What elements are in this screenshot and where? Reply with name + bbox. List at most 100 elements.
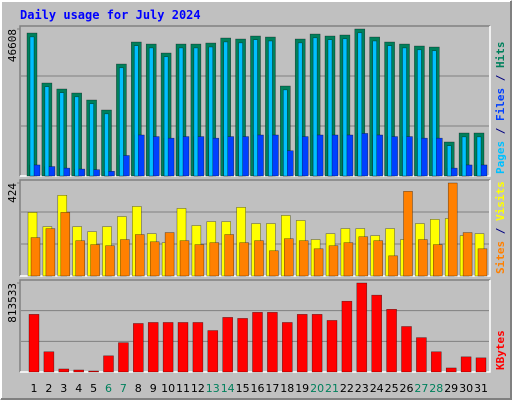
x-tick-label: 16 <box>251 382 265 395</box>
bar <box>298 240 309 277</box>
bar <box>134 45 139 177</box>
bar <box>401 326 412 373</box>
chart-title: Daily usage for July 2024 <box>20 8 201 22</box>
y-tick-label: 424 <box>6 183 19 203</box>
bar <box>371 294 382 373</box>
panel-bevel-dark <box>19 279 490 372</box>
legend-entry: Pages <box>494 141 507 174</box>
bar <box>372 40 377 177</box>
bar <box>43 351 55 373</box>
bar <box>253 39 258 177</box>
bar <box>104 113 109 177</box>
bar <box>133 323 144 373</box>
x-tick-label: 3 <box>60 382 67 395</box>
x-tick-label: 25 <box>385 382 399 395</box>
bar <box>357 32 363 177</box>
x-tick-label: 10 <box>161 382 175 395</box>
bar <box>28 314 40 373</box>
x-tick-label: 6 <box>105 382 112 395</box>
bar <box>342 38 348 177</box>
x-tick-label: 8 <box>135 382 142 395</box>
bar <box>447 182 458 277</box>
x-tick-label: 29 <box>444 382 458 395</box>
bar <box>445 367 457 373</box>
bar <box>402 47 407 177</box>
x-tick-label: 4 <box>75 382 82 395</box>
bar <box>60 212 71 277</box>
bar <box>328 245 339 277</box>
x-tick-label: 11 <box>176 382 190 395</box>
bar <box>418 239 428 277</box>
x-tick-label: 30 <box>459 382 473 395</box>
x-tick-label: 19 <box>295 382 309 395</box>
bar <box>44 86 50 177</box>
bar <box>89 103 94 177</box>
bar <box>252 312 263 373</box>
bar <box>147 322 159 373</box>
bar <box>73 369 84 373</box>
bar <box>386 309 397 373</box>
bar <box>388 255 398 277</box>
x-tick-label: 15 <box>236 382 250 395</box>
bar <box>476 136 482 177</box>
bar <box>179 240 190 277</box>
panel-bevel-light <box>20 280 491 373</box>
bar <box>296 314 308 373</box>
bar <box>192 322 204 373</box>
bar <box>118 342 129 373</box>
legend-separator: / <box>494 121 507 141</box>
bar <box>268 40 273 177</box>
bar <box>460 356 472 373</box>
x-tick-label: 20 <box>310 382 324 395</box>
x-tick-label: 17 <box>265 382 279 395</box>
legend-separator: / <box>494 221 507 241</box>
bar <box>313 248 324 277</box>
bar <box>45 228 56 277</box>
bar <box>462 232 473 277</box>
bar <box>74 96 79 177</box>
bar <box>326 320 338 373</box>
bar <box>475 357 487 373</box>
bar <box>208 46 214 177</box>
legend-entry: Visits <box>494 181 507 221</box>
bar <box>105 245 115 277</box>
bar <box>254 240 264 277</box>
bar <box>461 136 467 177</box>
bar <box>30 237 41 277</box>
bar <box>164 232 175 277</box>
x-tick-label: 22 <box>340 382 354 395</box>
bar <box>446 145 452 177</box>
bar <box>59 92 65 177</box>
panel-bevel-light <box>20 180 491 277</box>
bar <box>163 56 169 177</box>
bar <box>103 355 114 373</box>
legend-entry: Hits <box>494 42 507 69</box>
y-tick-label: 46608 <box>6 29 19 62</box>
x-tick-label: 12 <box>191 382 205 395</box>
bar <box>284 238 294 277</box>
panel-bevel-dark <box>19 25 490 176</box>
bar <box>237 318 248 373</box>
legend: Sites / Visits <box>494 181 507 274</box>
x-tick-label: 23 <box>355 382 369 395</box>
bar <box>194 244 205 277</box>
bar <box>432 50 437 177</box>
x-tick-label: 18 <box>280 382 294 395</box>
x-tick-label: 21 <box>325 382 339 395</box>
x-tick-label: 28 <box>429 382 443 395</box>
bar <box>417 49 422 177</box>
bar <box>356 282 368 373</box>
bar <box>311 314 323 373</box>
bar <box>135 234 145 277</box>
x-tick-label: 7 <box>120 382 127 395</box>
legend-entry: Sites <box>494 241 507 274</box>
bar <box>222 317 233 373</box>
panel-bevel-dark <box>19 179 490 276</box>
bar <box>238 42 243 177</box>
x-tick-label: 13 <box>206 382 220 395</box>
x-tick-label: 27 <box>414 382 428 395</box>
x-tick-label: 1 <box>31 382 38 395</box>
x-tick-label: 9 <box>150 382 157 395</box>
